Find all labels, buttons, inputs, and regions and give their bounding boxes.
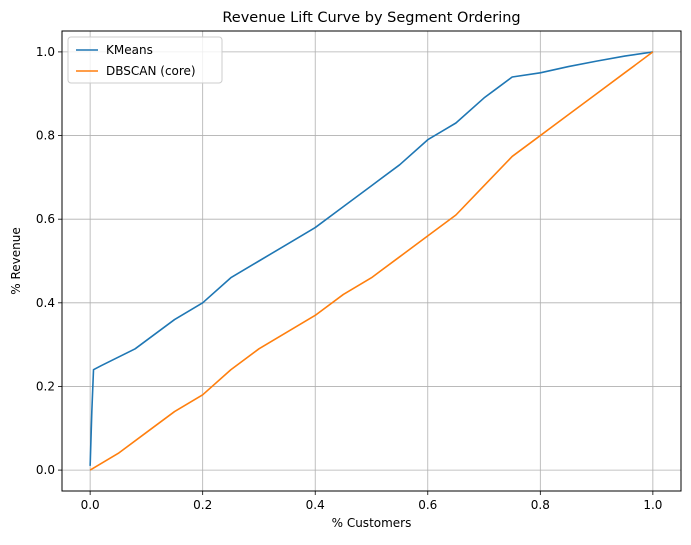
y-tick-label: 0.0 xyxy=(36,463,55,477)
ticks: 0.0 0.2 0.4 0.6 0.8 1.0 0.0 0.2 0.4 0.6 0.8 1.0 xyxy=(36,45,663,512)
series-line-1 xyxy=(89,51,654,471)
y-tick-label: 0.6 xyxy=(36,212,55,226)
legend: KMeans DBSCAN (core) xyxy=(67,36,223,84)
legend-box xyxy=(67,36,223,84)
x-axis-label: % Customers xyxy=(332,516,412,530)
x-tick-label: 0.8 xyxy=(531,498,550,512)
y-tick-label: 0.8 xyxy=(36,129,55,143)
x-tick-label: 0.6 xyxy=(418,498,437,512)
x-tick-label: 0.4 xyxy=(306,498,325,512)
series-layer xyxy=(89,51,654,471)
x-tick-label: 1.0 xyxy=(643,498,662,512)
x-tick-label: 0.2 xyxy=(193,498,212,512)
legend-label-1: DBSCAN (core) xyxy=(106,64,196,78)
legend-label-0: KMeans xyxy=(106,43,153,57)
series-line-0 xyxy=(89,51,653,466)
chart-title: Revenue Lift Curve by Segment Ordering xyxy=(222,10,520,26)
y-tick-label: 1.0 xyxy=(36,45,55,59)
y-axis-label: % Revenue xyxy=(9,227,23,294)
y-tick-label: 0.2 xyxy=(36,379,55,393)
plot-frame xyxy=(61,30,682,492)
y-tick-label: 0.4 xyxy=(36,296,55,310)
x-tick-label: 0.0 xyxy=(81,498,100,512)
